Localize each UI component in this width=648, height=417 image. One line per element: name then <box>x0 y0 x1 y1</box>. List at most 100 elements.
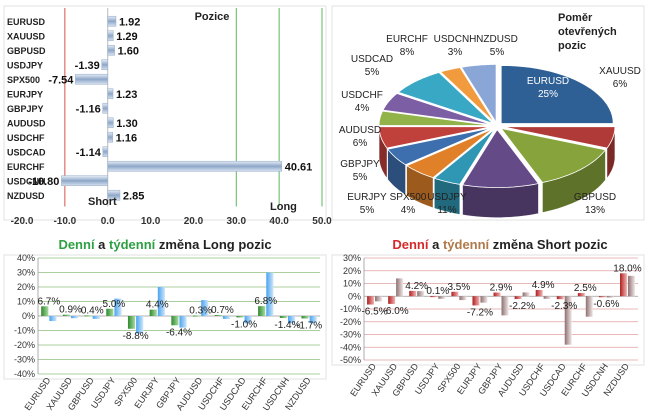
pie-title-line: pozic <box>558 40 586 52</box>
category-label: GBPUSD <box>7 46 46 56</box>
chart-title: Denní a týdenní změna Short pozic <box>392 237 607 252</box>
daily-change-bar <box>451 291 459 297</box>
value-label: -1.0% <box>231 319 257 330</box>
value-label: -1.39 <box>75 60 100 72</box>
weekly-change-bar <box>480 296 488 303</box>
weekly-change-bar <box>438 296 446 299</box>
y-tick-label: -40% <box>14 369 35 379</box>
chart-title-part: týdenní <box>109 237 156 252</box>
pie-slice-label: NZDUSD <box>476 34 518 45</box>
category-label: USDCNH <box>7 176 46 186</box>
y-tick-label: 40% <box>17 253 35 263</box>
x-tick-label: -20.0 <box>11 216 34 227</box>
value-label: 0.9% <box>59 305 82 316</box>
y-tick-label: 10% <box>343 279 361 289</box>
value-label: 0.3% <box>189 306 212 317</box>
daily-change-bar <box>556 296 564 300</box>
weekly-change-bar <box>222 316 231 319</box>
pie-slice-percent: 11% <box>437 205 456 216</box>
daily-change-bar <box>493 292 501 297</box>
x-tick-label: 20.0 <box>184 216 204 227</box>
daily-change-bar <box>430 296 438 298</box>
position-bar <box>107 189 121 201</box>
pie-slice-percent: 5% <box>353 172 368 183</box>
pie-slice-label: AUDUSD <box>339 125 381 136</box>
chart-title-part: změna Short pozic <box>489 237 607 252</box>
position-bar <box>102 146 109 158</box>
x-tick-label: 50.0 <box>312 216 332 227</box>
chart-title: Denní a týdenní změna Long pozic <box>58 237 271 252</box>
long-change-bar-chart: Denní a týdenní změna Long pozic 40% 30% 20… <box>3 237 327 413</box>
positions-bar-chart: Pozice EURUSD 1.92 XAUUSD 1.29 GBPUSD 1.60 USDJ… <box>7 8 332 227</box>
category-label: NZDUSD <box>7 191 45 201</box>
y-tick-label: 10% <box>17 297 35 307</box>
weekly-change-bar <box>201 300 209 316</box>
value-label: 4.9% <box>532 280 555 291</box>
category-label: XAUUSD <box>7 31 46 41</box>
x-tick-label: 40.0 <box>269 216 289 227</box>
value-label: 2.9% <box>490 283 513 294</box>
chart-title-part: a <box>428 237 442 252</box>
position-bar <box>107 160 283 172</box>
y-tick-label: 30% <box>17 268 35 278</box>
value-label: -7.54 <box>48 74 74 86</box>
daily-change-bar <box>472 296 480 306</box>
short-annotation: Short <box>88 196 117 208</box>
pie-slice-label: EURCHF <box>386 34 428 45</box>
value-label: 1.92 <box>119 16 140 28</box>
value-label: -6.0% <box>383 306 409 317</box>
category-label: USDCAD <box>7 147 46 157</box>
pie-slice <box>397 72 494 124</box>
weekly-change-bar <box>157 287 165 316</box>
daily-change-bar <box>535 290 543 297</box>
value-label: 1.23 <box>116 89 137 101</box>
pie-slice-percent: 5% <box>360 205 375 216</box>
y-tick-label: 0% <box>348 291 361 301</box>
daily-change-bar <box>301 316 309 319</box>
pie-slice <box>433 128 495 185</box>
pie-slice-percent: 4% <box>401 205 416 216</box>
value-label: -2.3% <box>551 301 577 312</box>
value-label: 0.1% <box>426 286 449 297</box>
value-label: 4.2% <box>405 281 428 292</box>
daily-change-bar <box>149 309 157 316</box>
weekly-change-bar <box>396 278 404 297</box>
daily-change-bar <box>279 316 287 319</box>
weekly-change-bar <box>522 292 530 297</box>
pie-title-line: Poměr <box>558 12 593 24</box>
chart-title-part: a <box>95 237 109 252</box>
value-label: 1.16 <box>116 132 137 144</box>
value-label: 18.0% <box>613 263 641 274</box>
category-label: AUDUSD <box>7 118 46 128</box>
pie-slice <box>382 93 492 125</box>
weekly-change-bar <box>266 272 274 316</box>
daily-change-bar <box>514 296 522 300</box>
pie-slice-label: USDCHF <box>341 90 383 101</box>
y-tick-label: -40% <box>340 342 361 352</box>
position-bar <box>102 102 109 114</box>
value-label: 5.0% <box>103 299 126 310</box>
position-bar <box>107 15 117 27</box>
x-tick-label: -10.0 <box>53 216 76 227</box>
chart-title-part: týdenní <box>443 237 490 252</box>
value-label: 40.61 <box>285 161 313 173</box>
value-label: 0.4% <box>81 305 104 316</box>
pie-slice-percent: 5% <box>490 47 505 58</box>
pie-slice-label: SPX500 <box>390 192 427 203</box>
x-tick-label: 0.0 <box>101 216 115 227</box>
value-label: -2.2% <box>509 301 535 312</box>
pie-slice-label: GBPUSD <box>574 192 616 203</box>
daily-change-bar <box>127 316 136 329</box>
weekly-change-bar <box>417 291 425 297</box>
y-tick-label: -20% <box>340 317 361 327</box>
weekly-change-bar <box>309 316 317 324</box>
y-tick-label: 20% <box>343 266 361 276</box>
positions-panel <box>3 5 327 221</box>
chart-title-part: změna Long pozic <box>155 237 271 252</box>
pie-slice-label: EURJPY <box>347 192 387 203</box>
y-tick-label: -10% <box>340 304 361 314</box>
positions-chart-title: Pozice <box>195 11 230 23</box>
daily-change-bar <box>409 290 417 297</box>
pie-slice-label: USDCAD <box>351 54 393 65</box>
